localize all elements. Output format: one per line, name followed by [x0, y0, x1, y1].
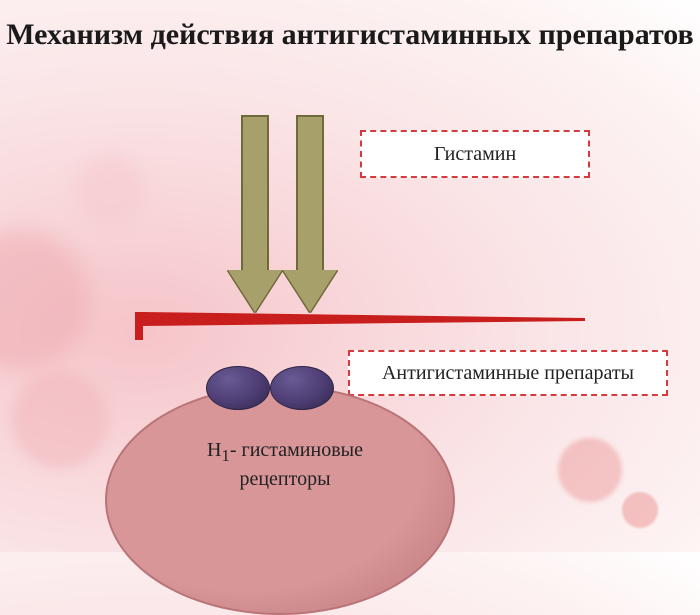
histamine-label-text: Гистамин — [434, 143, 516, 166]
histamine-label-box: Гистамин — [360, 130, 590, 178]
histamine-arrow-left — [228, 115, 282, 312]
histamine-arrow-right — [283, 115, 337, 312]
cell-label-line2: рецепторы — [239, 468, 330, 490]
antihistamine-label-box: Антигистаминные препараты — [348, 350, 668, 396]
h1-receptor-right — [270, 366, 334, 410]
cell-body — [105, 385, 455, 615]
cell-label-line1: H1- гистаминовые — [207, 439, 363, 461]
h1-receptor-label: H1- гистаминовые рецепторы — [170, 438, 400, 492]
antihistamine-label-text: Антигистаминные препараты — [382, 362, 634, 385]
antihistamine-barrier — [135, 312, 585, 340]
h1-receptor-left — [206, 366, 270, 410]
diagram-title: Механизм действия антигистаминных препар… — [0, 18, 700, 53]
